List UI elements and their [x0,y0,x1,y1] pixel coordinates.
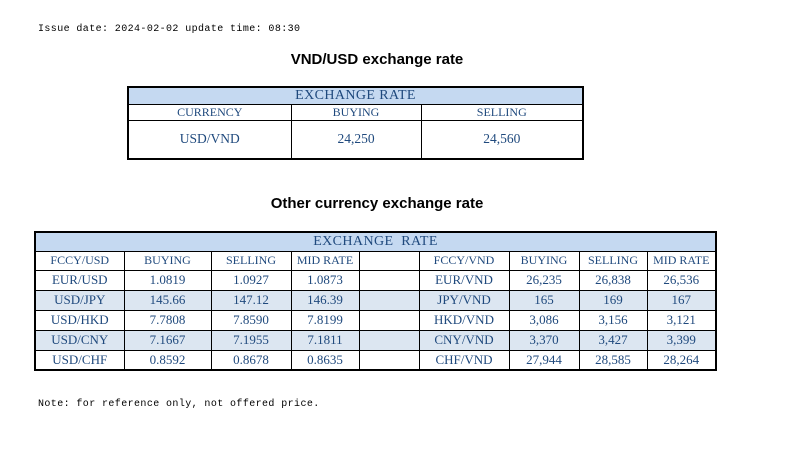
cell-pair: EUR/USD [34,269,125,291]
cell-mid-rate: 1.0873 [290,269,360,291]
cell-buying: 3,370 [508,329,580,351]
table-row: USD/HKD 7.7808 7.8590 7.8199 HKD/VND 3,0… [34,309,717,331]
cell-pair: CNY/VND [418,329,510,351]
table-row: USD/VND 24,250 24,560 [127,120,584,159]
header-buying: BUYING [123,250,212,271]
header-selling: SELLING [420,104,584,121]
cell-buying: 1.0819 [123,269,212,291]
table-band-title: EXCHANGE RATE [127,86,584,105]
cell-buying: 27,944 [508,349,580,371]
cell-pair: HKD/VND [418,309,510,331]
cell-buying: 7.1667 [123,329,212,351]
cell-buying: 26,235 [508,269,580,291]
cell-mid-rate: 26,536 [646,269,717,291]
header-currency: CURRENCY [127,104,292,121]
cell-buying: 7.7808 [123,309,212,331]
cell-buying: 24,250 [290,120,422,159]
cell-pair: JPY/VND [418,289,510,311]
table-band-row: EXCHANGE RATE [127,86,584,105]
cell-selling: 3,427 [578,329,648,351]
cell-pair: CHF/VND [418,349,510,371]
cell-pair: EUR/VND [418,269,510,291]
cell-buying: 3,086 [508,309,580,331]
header-selling: SELLING [210,250,292,271]
cell-mid-rate: 3,399 [646,329,717,351]
header-fccy-vnd: FCCY/VND [418,250,510,271]
table-header-row: FCCY/USD BUYING SELLING MID RATE FCCY/VN… [34,250,717,271]
table-row: USD/CNY 7.1667 7.1955 7.1811 CNY/VND 3,3… [34,329,717,351]
cell-selling: 26,838 [578,269,648,291]
cell-currency-pair: USD/VND [127,120,292,159]
usd-vnd-table: EXCHANGE RATE CURRENCY BUYING SELLING US… [127,86,585,160]
cell-selling: 28,585 [578,349,648,371]
header-mid-rate: MID RATE [646,250,717,271]
cell-mid-rate: 3,121 [646,309,717,331]
cell-selling: 7.8590 [210,309,292,331]
header-selling: SELLING [578,250,648,271]
note-line: Note: for reference only, not offered pr… [38,399,320,410]
header-fccy-usd: FCCY/USD [34,250,125,271]
cell-selling: 1.0927 [210,269,292,291]
cell-mid-rate: 7.8199 [290,309,360,331]
cell-mid-rate: 7.1811 [290,329,360,351]
cell-mid-rate: 0.8635 [290,349,360,371]
cell-pair: USD/CHF [34,349,125,371]
cell-mid-rate: 146.39 [290,289,360,311]
header-buying: BUYING [290,104,422,121]
table-band-row: EXCHANGE RATE [34,231,717,252]
other-table-title: Other currency exchange rate [270,195,484,212]
table-row: USD/CHF 0.8592 0.8678 0.8635 CHF/VND 27,… [34,349,717,371]
table-header-row: CURRENCY BUYING SELLING [127,104,584,121]
spacer-cell [358,269,420,291]
issue-date-line: Issue date: 2024-02-02 update time: 08:3… [38,24,301,35]
cell-pair: USD/JPY [34,289,125,311]
cell-selling: 24,560 [420,120,584,159]
cell-selling: 147.12 [210,289,292,311]
cell-mid-rate: 167 [646,289,717,311]
cell-selling: 7.1955 [210,329,292,351]
cell-selling: 0.8678 [210,349,292,371]
spacer-cell [358,309,420,331]
cell-selling: 3,156 [578,309,648,331]
table-band-title: EXCHANGE RATE [34,231,717,252]
header-buying: BUYING [508,250,580,271]
usd-table-title: VND/USD exchange rate [290,51,464,68]
cell-buying: 0.8592 [123,349,212,371]
cell-buying: 145.66 [123,289,212,311]
cell-pair: USD/HKD [34,309,125,331]
cell-pair: USD/CNY [34,329,125,351]
spacer-cell [358,329,420,351]
spacer-cell [358,349,420,371]
cell-selling: 169 [578,289,648,311]
spacer-cell [358,289,420,311]
cell-mid-rate: 28,264 [646,349,717,371]
cell-buying: 165 [508,289,580,311]
table-row: USD/JPY 145.66 147.12 146.39 JPY/VND 165… [34,289,717,311]
spacer-cell [358,250,420,271]
other-currency-table: EXCHANGE RATE FCCY/USD BUYING SELLING MI… [34,231,718,371]
table-row: EUR/USD 1.0819 1.0927 1.0873 EUR/VND 26,… [34,269,717,291]
header-mid-rate: MID RATE [290,250,360,271]
